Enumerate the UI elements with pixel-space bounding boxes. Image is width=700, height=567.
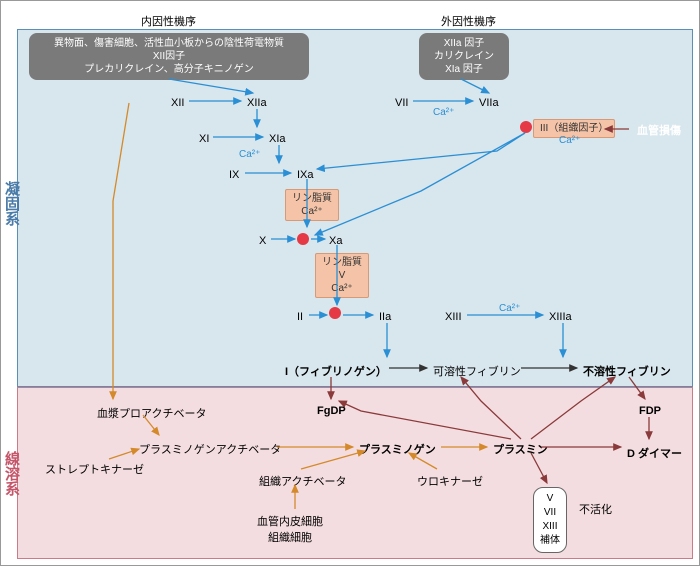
plasminogen: プラスミノゲン <box>359 441 436 457</box>
extrinsic-header: 外因性機序 <box>441 13 496 29</box>
coagulation-region <box>17 29 693 387</box>
soluble-fibrin: 可溶性フィブリン <box>433 363 521 379</box>
factor-XIIa: XIIa <box>247 97 267 109</box>
factor-VII: VII <box>395 97 408 109</box>
plasmin: プラスミン <box>493 441 548 457</box>
factor-IX: IX <box>229 169 239 181</box>
inactive-label: 不活化 <box>579 501 612 517</box>
factor-XIIIa: XIIIa <box>549 311 572 323</box>
factor-IXa: IXa <box>297 169 314 181</box>
intrinsic-box: 異物面、傷害細胞、活性血小板からの陰性荷電物質 XII因子 プレカリクレイン、高… <box>29 33 309 80</box>
intrinsic-header: 内因性機序 <box>141 13 196 29</box>
complex-dot-2 <box>297 233 309 245</box>
insoluble-fibrin: 不溶性フィブリン <box>583 363 671 379</box>
plasminogen-activator: プラスミノゲンアクチベータ <box>139 441 281 457</box>
factor-VIIa: VIIa <box>479 97 499 109</box>
ca-3: Ca²⁺ <box>433 107 454 118</box>
factor-I: I（フィブリノゲン） <box>285 363 387 379</box>
fibrinolysis-label: 線溶系 <box>1 451 22 496</box>
factor-XI: XI <box>199 133 209 145</box>
complex-dot-3 <box>329 307 341 319</box>
d-dimer: D ダイマー <box>627 445 682 461</box>
inactive-box: V VII XIII 補体 <box>533 487 567 553</box>
streptokinase: ストレプトキナーゼ <box>45 461 144 477</box>
vessel-damage-burst: 血管損傷 <box>627 115 691 145</box>
fgdp: FgDP <box>317 405 346 417</box>
factor-XIII: XIII <box>445 311 462 323</box>
factor-XIa: XIa <box>269 133 286 145</box>
factor-IIa: IIa <box>379 311 391 323</box>
factor-II: II <box>297 311 303 323</box>
plasma-proactivator: 血漿プロアクチベータ <box>97 405 206 421</box>
factor-Xa: Xa <box>329 235 342 247</box>
burst-label: 血管損傷 <box>637 122 681 138</box>
fdp: FDP <box>639 405 661 417</box>
complex-dot-1 <box>520 121 532 133</box>
urokinase: ウロキナーゼ <box>417 473 483 489</box>
factor-XII: XII <box>171 97 184 109</box>
phospho-box-2: リン脂質 V Ca²⁺ <box>315 253 369 298</box>
ca-1: Ca²⁺ <box>239 149 260 160</box>
coagulation-label: 凝固系 <box>1 181 22 226</box>
extrinsic-box: XIIa 因子 カリクレイン XIa 因子 <box>419 33 509 80</box>
ca-2: Ca²⁺ <box>499 303 520 314</box>
endothelial-cells: 血管内皮細胞 組織細胞 <box>257 513 323 545</box>
ca-4: Ca²⁺ <box>559 135 580 146</box>
tissue-activator: 組織アクチベータ <box>259 473 346 489</box>
phospho-box-1: リン脂質 Ca²⁺ <box>285 189 339 221</box>
factor-X: X <box>259 235 266 247</box>
